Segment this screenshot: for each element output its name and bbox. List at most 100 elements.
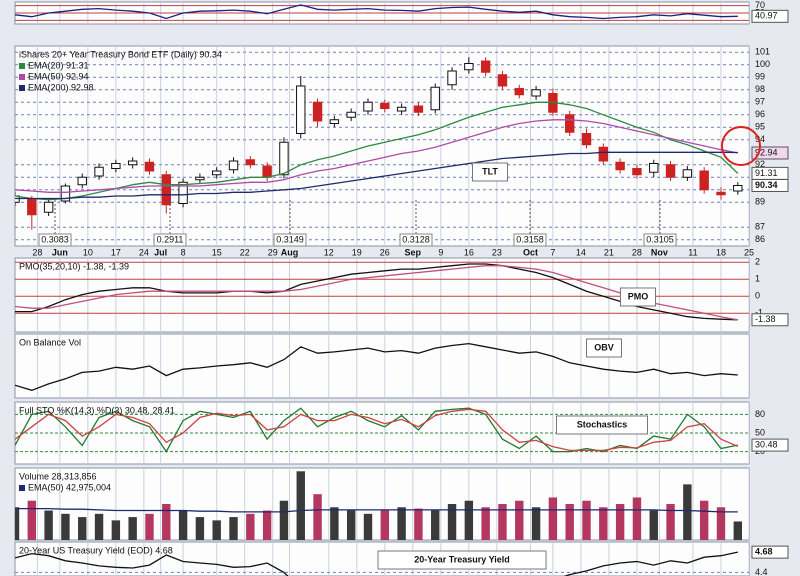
volume-bar (615, 504, 625, 540)
x-tick-label: 9 (438, 247, 443, 257)
candle-body (312, 101, 323, 122)
annotation: 0.3105 (646, 234, 674, 244)
volume-bar (649, 510, 658, 540)
volume-bar (78, 517, 87, 540)
y-tick-label: 97 (755, 97, 765, 107)
volume-bar (666, 504, 675, 540)
candle-body (296, 85, 306, 134)
x-tick-label: Oct (523, 247, 538, 257)
last-value-box (751, 438, 789, 452)
volume-bar (195, 517, 205, 540)
plot (15, 402, 749, 464)
candle-body (60, 185, 71, 202)
legend-entry: EMA(50) 92.94 (28, 71, 89, 81)
last-value-label: 91.31 (755, 168, 778, 178)
y-tick-label: 87 (755, 222, 765, 232)
series-line (15, 119, 738, 193)
annotation: 0.2911 (157, 234, 184, 244)
series-line (15, 551, 738, 576)
x-tick-label: 22 (240, 247, 250, 257)
y-tick-label: 70 (755, 0, 765, 10)
volume-bar (229, 517, 238, 540)
volume-bar (262, 510, 272, 540)
volume-bar (548, 497, 558, 540)
candle-body (615, 161, 625, 171)
last-value-label: 30.48 (755, 439, 778, 449)
y-tick-label: 92 (755, 159, 765, 169)
annotation-box (38, 233, 72, 247)
x-tick-label: 11 (688, 247, 697, 257)
candle-body (144, 161, 155, 172)
annotation-box (620, 287, 656, 307)
series-line (15, 101, 739, 201)
x-tick-label: 16 (464, 247, 474, 257)
annotation: 20-Year Treasury Yield (414, 554, 510, 564)
candle-body (279, 141, 289, 176)
x-tick-label: Aug (281, 247, 299, 257)
panel-title: 20-Year US Treasury Yield (EOD) 4.68 (19, 545, 173, 555)
candle-body (733, 185, 743, 192)
candle-body (665, 164, 676, 178)
volume-bar (313, 494, 322, 540)
candle-body (161, 174, 171, 206)
y-tick-label: 4.4 (755, 567, 768, 576)
volume-bar (346, 510, 356, 540)
x-tick-label: 14 (576, 247, 586, 257)
x-tick-label: 26 (380, 247, 390, 257)
panel-title: PMO(35,20,10) -1.38, -1.39 (19, 261, 129, 271)
legend-swatch (19, 485, 25, 491)
x-tick-label: 25 (744, 247, 754, 257)
x-tick-label: 28 (632, 247, 642, 257)
volume-bar (162, 504, 171, 540)
series-line (15, 263, 738, 321)
panel (14, 45, 750, 247)
candle-body (430, 86, 440, 111)
candle-body (413, 105, 424, 113)
annotation: TLT (482, 166, 498, 176)
volume-bar (582, 500, 591, 540)
volume-bar (632, 497, 642, 540)
volume-bar (599, 507, 608, 540)
annotation-box (153, 233, 187, 247)
y-tick-label: 96 (755, 109, 765, 119)
y-tick-label: 0 (755, 291, 760, 301)
candle-body (346, 111, 356, 118)
plot (15, 46, 749, 246)
volume-bar (246, 513, 255, 540)
annotation: 0.3083 (41, 234, 69, 244)
series-line (15, 342, 738, 391)
annotation-box (472, 162, 508, 182)
candle-body (228, 160, 239, 171)
volume-bar (27, 500, 37, 540)
x-tick-label: 29 (268, 247, 278, 257)
volume-bar (380, 510, 390, 540)
y-tick-label: 2 (755, 257, 760, 267)
legend-entry: EMA(50) 42,975,004 (28, 482, 111, 492)
series-line (15, 265, 738, 321)
volume-bar (531, 507, 541, 540)
annotation-box (643, 233, 677, 247)
y-tick-label: 98 (755, 84, 765, 94)
candle-body (212, 170, 222, 176)
series-line (15, 507, 738, 513)
volume-bar (397, 507, 406, 540)
candle-body (531, 89, 541, 97)
volume-bar (44, 510, 53, 540)
candle-body (497, 74, 508, 87)
y-tick-label: 80 (755, 409, 765, 419)
candle-body (262, 165, 272, 178)
x-tick-label: 8 (181, 247, 186, 257)
volume-bar (565, 504, 574, 540)
y-tick-label: 50 (755, 427, 765, 437)
x-tick-label: 12 (324, 247, 334, 257)
volume-bar (296, 471, 305, 540)
candle-body (245, 159, 256, 166)
candle-body (480, 60, 491, 73)
series-line (15, 151, 738, 200)
last-value-box (751, 146, 789, 160)
candle-body (514, 88, 524, 96)
y-tick-label: 99 (755, 72, 765, 82)
candle-body (94, 166, 104, 177)
y-tick-label: 95 (755, 122, 765, 132)
highlight-circle (721, 126, 761, 166)
